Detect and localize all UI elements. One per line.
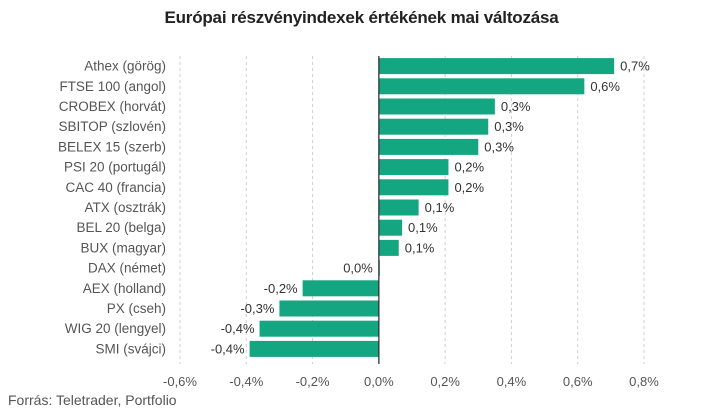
value-label: 0,1% [425, 200, 455, 215]
bar [378, 159, 449, 176]
value-label: -0,3% [240, 301, 274, 316]
category-label: BEL 20 (belga) [76, 220, 166, 235]
bar [378, 78, 585, 95]
value-label: 0,1% [408, 220, 438, 235]
bar [302, 280, 379, 297]
bar [378, 219, 403, 236]
category-label: ATX (osztrák) [84, 200, 166, 215]
bar [378, 239, 399, 256]
x-tick-label: 0,4% [497, 374, 527, 389]
category-label: CROBEX (horvát) [59, 99, 166, 114]
value-label: 0,2% [454, 160, 484, 175]
x-tick-label: 0,8% [629, 374, 659, 389]
bar [378, 138, 479, 155]
value-label: -0,4% [221, 321, 255, 336]
category-label: PX (cseh) [107, 301, 166, 316]
bar [378, 118, 489, 135]
bar [378, 199, 419, 216]
bar [378, 98, 495, 115]
bar [249, 340, 379, 357]
x-tick-label: 0,0% [364, 374, 394, 389]
bar [378, 179, 449, 196]
value-label: -0,4% [211, 341, 245, 356]
category-label: CAC 40 (francia) [65, 180, 166, 195]
category-label: FTSE 100 (angol) [59, 79, 166, 94]
chart-title: Európai részvényindexek értékének mai vá… [164, 8, 559, 27]
value-label: -0,2% [264, 281, 298, 296]
category-label: AEX (holland) [83, 281, 166, 296]
category-label: SBITOP (szlovén) [58, 119, 166, 134]
value-label: 0,7% [620, 59, 650, 74]
bar [259, 320, 379, 337]
category-label: BELEX 15 (szerb) [58, 139, 166, 154]
category-label: DAX (német) [88, 261, 166, 276]
source-note: Forrás: Teletrader, Portfolio [8, 392, 177, 408]
value-label: 0,2% [454, 180, 484, 195]
category-label: PSI 20 (portugál) [64, 160, 166, 175]
value-label: 0,3% [501, 99, 531, 114]
x-tick-label: -0,4% [229, 374, 263, 389]
category-label: SMI (svájci) [96, 341, 167, 356]
value-label: 0,0% [343, 261, 373, 276]
value-label: 0,1% [405, 240, 435, 255]
bar [378, 58, 615, 75]
value-label: 0,3% [484, 139, 514, 154]
value-label: 0,3% [494, 119, 524, 134]
category-label: Athex (görög) [84, 59, 166, 74]
bar [279, 300, 379, 317]
category-label: BUX (magyar) [80, 240, 166, 255]
x-tick-label: -0,2% [296, 374, 330, 389]
x-tick-label: 0,2% [430, 374, 460, 389]
value-label: 0,6% [590, 79, 620, 94]
x-tick-label: 0,6% [563, 374, 593, 389]
x-tick-label: -0,6% [163, 374, 197, 389]
category-label: WIG 20 (lengyel) [65, 321, 166, 336]
